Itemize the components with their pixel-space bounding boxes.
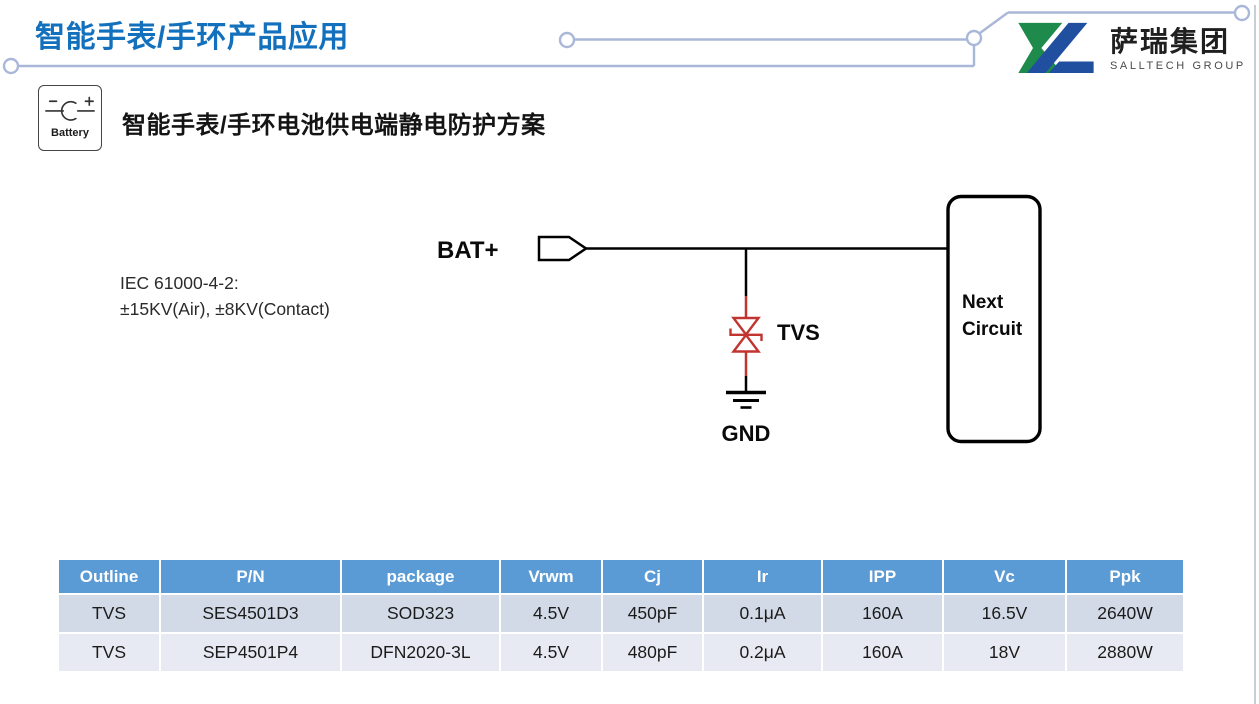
logo-text: 萨瑞集团 SALLTECH GROUP: [1110, 25, 1246, 72]
cell-outline: TVS: [59, 595, 159, 632]
table-row: TVS SES4501D3 SOD323 4.5V 450pF 0.1μA 16…: [59, 595, 1183, 632]
cell-ppk: 2880W: [1067, 634, 1183, 671]
cell-vc: 16.5V: [944, 595, 1065, 632]
esd-standard-note: IEC 61000-4-2: ±15KV(Air), ±8KV(Contact): [120, 270, 330, 322]
header-decoration-lines: [2, 4, 1251, 75]
section-subtitle: 智能手表/手环电池供电端静电防护方案: [122, 112, 546, 139]
col-header-ipp: IPP: [823, 560, 942, 593]
col-header-pn: P/N: [161, 560, 340, 593]
ground-icon: [726, 390, 766, 409]
input-connector-symbol: [537, 235, 589, 262]
col-header-ir: Ir: [704, 560, 821, 593]
bat-plus-label: BAT+: [437, 237, 499, 264]
cell-package: SOD323: [342, 595, 499, 632]
table-row: TVS SEP4501P4 DFN2020-3L 4.5V 480pF 0.2μ…: [59, 634, 1183, 671]
cell-outline: TVS: [59, 634, 159, 671]
battery-symbol-icon: [45, 96, 95, 121]
cell-ipp: 160A: [823, 634, 942, 671]
cell-vc: 18V: [944, 634, 1065, 671]
esd-standard-line1: IEC 61000-4-2:: [120, 273, 239, 293]
battery-icon-label: Battery: [51, 127, 89, 139]
logo-english-name: SALLTECH GROUP: [1110, 59, 1246, 72]
gnd-label: GND: [722, 421, 771, 446]
next-circuit-label-line2: Circuit: [962, 319, 1023, 340]
esd-standard-line2: ±15KV(Air), ±8KV(Contact): [120, 299, 330, 319]
cell-vrwm: 4.5V: [501, 595, 601, 632]
cell-ir: 0.2μA: [704, 634, 821, 671]
col-header-outline: Outline: [59, 560, 159, 593]
cell-ppk: 2640W: [1067, 595, 1183, 632]
col-header-ppk: Ppk: [1067, 560, 1183, 593]
logo-chinese-name: 萨瑞集团: [1110, 25, 1231, 57]
next-circuit-box: [946, 194, 1042, 444]
salltech-logo-icon: [1018, 22, 1094, 74]
cell-vrwm: 4.5V: [501, 634, 601, 671]
col-header-vrwm: Vrwm: [501, 560, 601, 593]
cell-ir: 0.1μA: [704, 595, 821, 632]
col-header-cj: Cj: [603, 560, 702, 593]
slide-right-border: [1254, 5, 1256, 704]
company-logo: 萨瑞集团 SALLTECH GROUP: [1010, 16, 1250, 82]
battery-icon-badge: Battery: [38, 85, 102, 151]
page-title: 智能手表/手环产品应用: [35, 21, 349, 54]
cell-package: DFN2020-3L: [342, 634, 499, 671]
tvs-spec-table: Outline P/N package Vrwm Cj Ir IPP Vc Pp…: [57, 558, 1185, 673]
cell-ipp: 160A: [823, 595, 942, 632]
table-header-row: Outline P/N package Vrwm Cj Ir IPP Vc Pp…: [59, 560, 1183, 593]
cell-pn: SES4501D3: [161, 595, 340, 632]
tvs-label: TVS: [777, 320, 820, 345]
next-circuit-label-line1: Next: [962, 292, 1004, 313]
col-header-package: package: [342, 560, 499, 593]
col-header-vc: Vc: [944, 560, 1065, 593]
cell-cj: 480pF: [603, 634, 702, 671]
tvs-diode-icon: [729, 316, 763, 353]
cell-cj: 450pF: [603, 595, 702, 632]
cell-pn: SEP4501P4: [161, 634, 340, 671]
